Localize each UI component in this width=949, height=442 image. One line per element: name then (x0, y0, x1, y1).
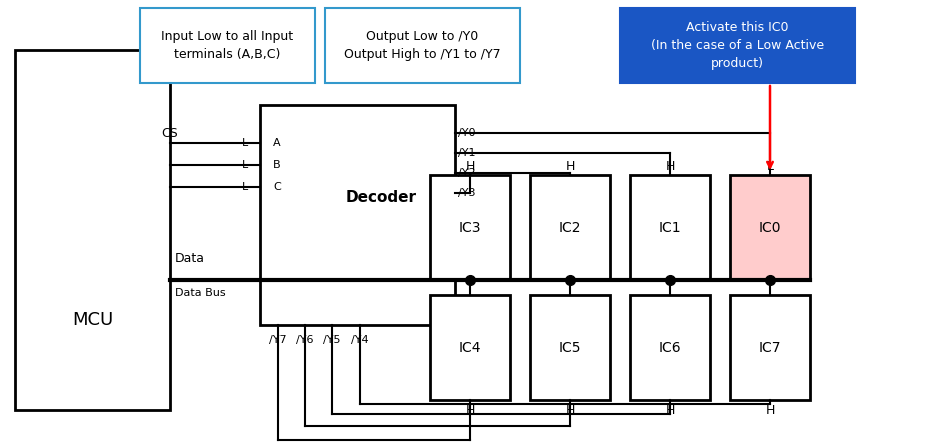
Text: H: H (566, 404, 575, 416)
Bar (325, 8, 520, 83)
Text: IC4: IC4 (458, 340, 481, 354)
Text: A: A (273, 138, 281, 148)
Text: CS: CS (161, 127, 178, 140)
Text: IC1: IC1 (659, 221, 681, 235)
Text: H: H (465, 404, 474, 416)
Text: /Y4: /Y4 (351, 335, 369, 345)
Text: IC6: IC6 (659, 340, 681, 354)
Text: IC3: IC3 (458, 221, 481, 235)
Text: B: B (273, 160, 281, 170)
Text: MCU: MCU (72, 311, 113, 329)
Text: L: L (242, 138, 248, 148)
Text: H: H (765, 404, 774, 416)
Text: H: H (465, 160, 474, 174)
Text: L: L (242, 182, 248, 192)
Bar (430, 295, 510, 400)
Text: H: H (665, 160, 675, 174)
Text: /Y3: /Y3 (458, 188, 475, 198)
Text: L: L (767, 160, 773, 174)
Text: L: L (242, 160, 248, 170)
Bar (530, 295, 610, 400)
Text: /Y0: /Y0 (458, 128, 475, 138)
Bar (630, 175, 710, 280)
Bar (260, 105, 455, 325)
Bar (140, 8, 315, 83)
Text: IC5: IC5 (559, 340, 581, 354)
Bar (730, 175, 810, 280)
Text: H: H (566, 160, 575, 174)
Bar (15, 50, 170, 410)
Text: /Y5: /Y5 (324, 335, 341, 345)
Text: Decoder: Decoder (345, 190, 417, 205)
Text: /Y7: /Y7 (270, 335, 287, 345)
Text: /Y6: /Y6 (296, 335, 314, 345)
Text: IC0: IC0 (759, 221, 781, 235)
Text: Data Bus: Data Bus (175, 288, 226, 298)
Text: Activate this IC0
(In the case of a Low Active
product): Activate this IC0 (In the case of a Low … (651, 21, 824, 70)
Text: H: H (665, 404, 675, 416)
Bar (530, 175, 610, 280)
Text: /Y2: /Y2 (458, 168, 475, 178)
Text: Output Low to /Y0
Output High to /Y1 to /Y7: Output Low to /Y0 Output High to /Y1 to … (344, 30, 501, 61)
Text: C: C (273, 182, 281, 192)
Text: Data: Data (175, 252, 205, 265)
Text: IC7: IC7 (759, 340, 781, 354)
Bar (630, 295, 710, 400)
Text: IC2: IC2 (559, 221, 581, 235)
Bar (620, 8, 855, 83)
Text: Input Low to all Input
terminals (A,B,C): Input Low to all Input terminals (A,B,C) (161, 30, 293, 61)
Text: /Y1: /Y1 (458, 148, 475, 158)
Bar (730, 295, 810, 400)
Bar (430, 175, 510, 280)
